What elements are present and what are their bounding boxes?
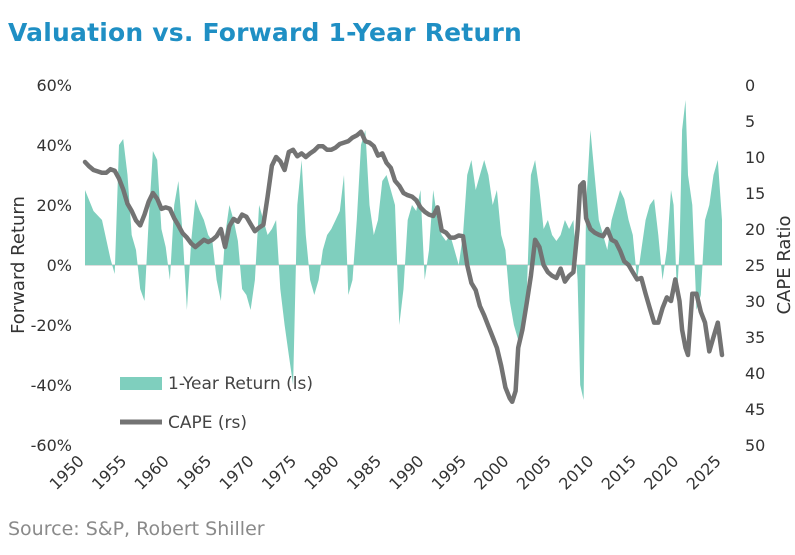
right-tick-label: 5 — [745, 112, 755, 131]
return-area-series — [85, 100, 722, 400]
legend-area-swatch — [120, 377, 162, 390]
right-axis-title: CAPE Ratio — [774, 215, 795, 314]
x-tick-label: 2010 — [555, 451, 597, 493]
left-axis-title: Forward Return — [8, 196, 29, 334]
cape-line — [82, 129, 725, 405]
legend-line-label: CAPE (rs) — [168, 413, 247, 433]
x-tick-label: 1985 — [343, 451, 385, 493]
legend: 1-Year Return (ls) CAPE (rs) — [120, 374, 313, 433]
left-tick-label: 40% — [36, 136, 72, 155]
source-note: Source: S&P, Robert Shiller — [8, 518, 265, 540]
x-tick-label: 1990 — [385, 451, 427, 493]
left-tick-label: -20% — [31, 316, 72, 335]
chart-title: Valuation vs. Forward 1-Year Return — [8, 18, 522, 47]
right-tick-label: 15 — [745, 184, 765, 203]
right-tick-label: 40 — [745, 364, 765, 383]
x-tick-label: 1975 — [258, 451, 300, 493]
x-tick-label: 1960 — [131, 451, 173, 493]
x-tick-label: 1995 — [428, 451, 470, 493]
left-tick-label: 20% — [36, 196, 72, 215]
x-tick-label: 2000 — [470, 451, 512, 493]
x-tick-label: 1980 — [300, 451, 342, 493]
right-tick-label: 20 — [745, 220, 765, 239]
x-tick-label: 2015 — [598, 451, 640, 493]
left-axis-ticks: 60% 40% 20% 0% -20% -40% -60% — [31, 76, 72, 455]
return-area — [85, 100, 722, 400]
right-tick-label: 50 — [745, 436, 765, 455]
left-tick-label: 0% — [47, 256, 72, 275]
x-tick-label: 1965 — [173, 451, 215, 493]
right-tick-label: 0 — [745, 76, 755, 95]
right-tick-label: 35 — [745, 328, 765, 347]
x-tick-label: 2025 — [683, 451, 725, 493]
left-tick-label: -40% — [31, 376, 72, 395]
x-tick-label: 2020 — [640, 451, 682, 493]
x-tick-label: 2005 — [513, 451, 555, 493]
left-tick-label: 60% — [36, 76, 72, 95]
cape-line-series — [82, 129, 725, 405]
legend-area-label: 1-Year Return (ls) — [168, 374, 313, 394]
right-tick-label: 10 — [745, 148, 765, 167]
x-tick-label: 1970 — [215, 451, 257, 493]
right-tick-label: 25 — [745, 256, 765, 275]
right-tick-label: 30 — [745, 292, 765, 311]
x-tick-label: 1955 — [88, 451, 130, 493]
right-axis-ticks: 0 5 10 15 20 25 30 35 40 45 50 — [745, 76, 765, 455]
x-tick-label: 1950 — [46, 451, 88, 493]
x-axis-ticks: 1950 1955 1960 1965 1970 1975 1980 1985 1990 1995… — [46, 451, 725, 493]
left-tick-label: -60% — [31, 436, 72, 455]
right-tick-label: 45 — [745, 400, 765, 419]
